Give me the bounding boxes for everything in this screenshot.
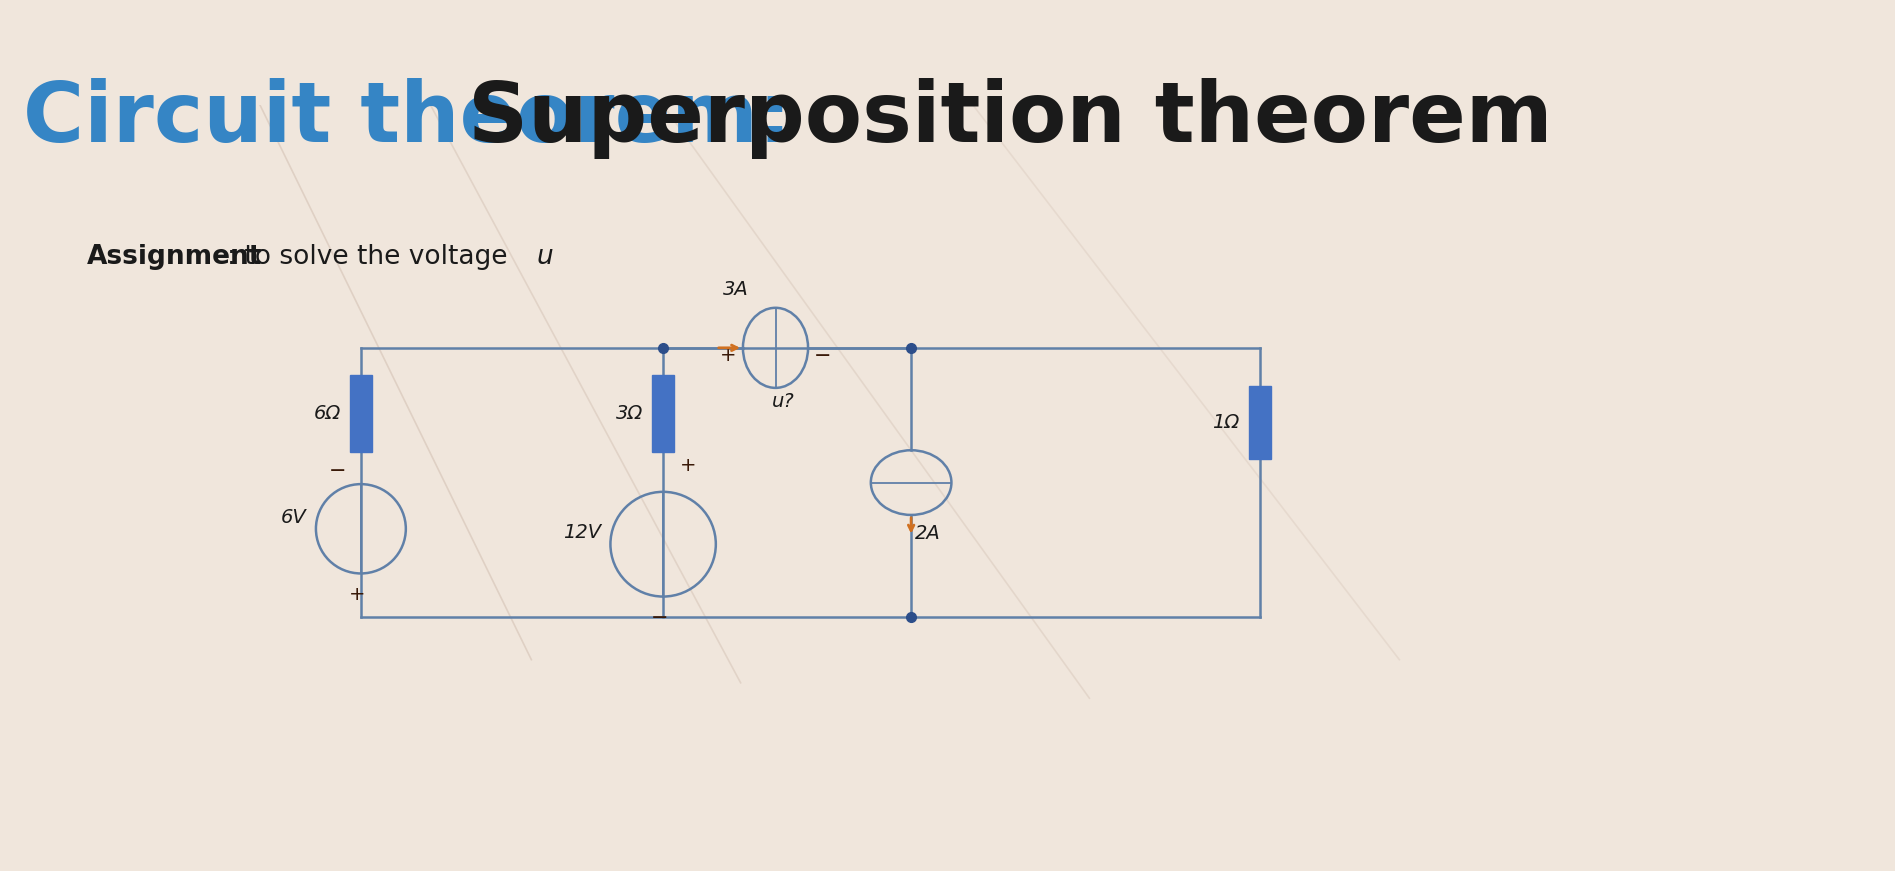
Text: Superposition theorem: Superposition theorem: [468, 78, 1552, 159]
Text: u: u: [536, 244, 553, 270]
Text: +: +: [349, 585, 366, 604]
Bar: [652, 375, 675, 452]
Text: Circuit theorem:: Circuit theorem:: [23, 78, 821, 159]
Bar: [1249, 387, 1272, 460]
Text: −: −: [815, 346, 832, 366]
Text: 6Ω: 6Ω: [313, 404, 341, 422]
Text: 6V: 6V: [280, 508, 307, 527]
Text: +: +: [720, 346, 737, 365]
Text: −: −: [650, 608, 669, 628]
Text: 3Ω: 3Ω: [616, 404, 642, 422]
Text: 12V: 12V: [563, 523, 601, 542]
Text: 1Ω: 1Ω: [1213, 414, 1239, 432]
Text: u?: u?: [771, 392, 794, 411]
Text: −: −: [328, 461, 347, 481]
Bar: [351, 375, 371, 452]
Text: +: +: [680, 456, 697, 475]
Text: 2A: 2A: [915, 524, 940, 544]
Text: : to solve the voltage: : to solve the voltage: [227, 244, 515, 270]
Text: Assignment: Assignment: [87, 244, 263, 270]
Text: 3A: 3A: [722, 280, 749, 299]
